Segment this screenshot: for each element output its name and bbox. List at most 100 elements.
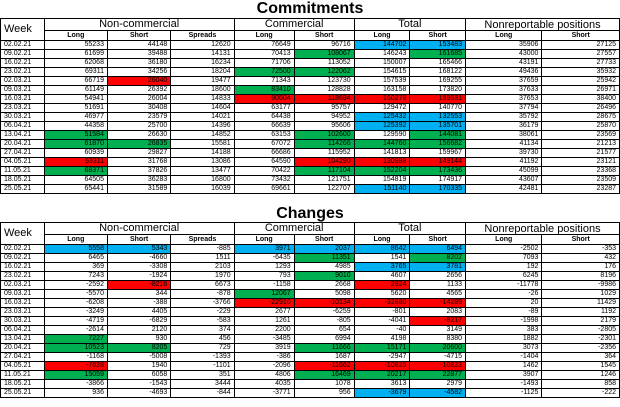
value-cell: -1998 bbox=[465, 316, 543, 326]
column-header: Short bbox=[293, 30, 355, 41]
value-cell: 83410 bbox=[233, 85, 295, 95]
value-cell: 174917 bbox=[409, 175, 467, 185]
value-cell: 35906 bbox=[465, 40, 543, 50]
value-cell: 7093 bbox=[465, 253, 543, 263]
value-cell: -1125 bbox=[465, 388, 543, 398]
value-cell: 2979 bbox=[409, 379, 467, 389]
table-row: 04.05.21 53311 31768 13086 64590 104290 130988… bbox=[0, 157, 620, 167]
value-cell: 38400 bbox=[541, 94, 620, 104]
value-cell: 60939 bbox=[43, 148, 108, 158]
value-cell: 26835 bbox=[106, 139, 172, 149]
value-cell: 16800 bbox=[170, 175, 235, 185]
table-row: 30.03.21 -4719 -6829 -583 1261 -805 -4041 -8217… bbox=[0, 316, 620, 326]
value-cell: -885 bbox=[170, 244, 235, 254]
group-header: Total bbox=[353, 222, 467, 235]
table-row: 18.05.21 64505 36283 16800 73432 121751 154819… bbox=[0, 175, 620, 185]
week-cell: 09.03.21 bbox=[0, 85, 45, 95]
value-cell: 14188 bbox=[170, 148, 235, 158]
value-cell: 66719 bbox=[43, 76, 108, 86]
value-cell: 3765 bbox=[353, 262, 411, 272]
value-cell: 135701 bbox=[409, 121, 467, 131]
value-cell: 6465 bbox=[43, 253, 108, 263]
value-cell: 2120 bbox=[106, 325, 172, 335]
week-cell: 30.03.21 bbox=[0, 316, 45, 326]
value-cell: 96716 bbox=[293, 40, 355, 50]
value-cell: 14604 bbox=[170, 103, 235, 113]
week-cell: 09.03.21 bbox=[0, 289, 45, 299]
value-cell: 150007 bbox=[353, 58, 411, 68]
column-header: Short bbox=[541, 234, 620, 245]
value-cell: 192 bbox=[465, 262, 543, 272]
value-cell: 12620 bbox=[170, 40, 235, 50]
value-cell: -22910 bbox=[233, 298, 295, 308]
table-row: 09.02.21 61699 39488 14131 70413 108067 146243… bbox=[0, 49, 620, 59]
value-cell: 66686 bbox=[233, 148, 295, 158]
week-cell: 02.03.21 bbox=[0, 280, 45, 290]
value-cell: 26971 bbox=[541, 85, 620, 95]
table-row: 23.03.21 -3249 4405 -229 2677 -6259 -801 2083 -8… bbox=[0, 307, 620, 317]
value-cell: -10134 bbox=[293, 298, 355, 308]
value-cell: 64505 bbox=[43, 175, 108, 185]
value-cell: 8202 bbox=[409, 253, 467, 263]
value-cell: 123730 bbox=[293, 76, 355, 86]
value-cell: 39730 bbox=[465, 148, 543, 158]
value-cell: 3613 bbox=[353, 379, 411, 389]
value-cell: 53311 bbox=[43, 157, 108, 167]
value-cell: -2356 bbox=[541, 343, 620, 353]
value-cell: 1882 bbox=[465, 334, 543, 344]
value-cell: 4198 bbox=[353, 334, 411, 344]
value-cell: 71706 bbox=[233, 58, 295, 68]
table-row: 02.02.21 55233 44148 12620 76649 96716 144702 1… bbox=[0, 40, 620, 50]
table-row: 09.02.21 6465 -4660 1511 -6435 11351 1541 8202 7… bbox=[0, 253, 620, 263]
value-cell: -583 bbox=[170, 316, 235, 326]
table-row: 25.05.21 936 -4693 -844 -3771 956 -3679 -4582 -1… bbox=[0, 388, 620, 398]
value-cell: 173436 bbox=[409, 166, 467, 176]
value-cell: 351 bbox=[170, 370, 235, 380]
value-cell: 43191 bbox=[465, 58, 543, 68]
value-cell: 63153 bbox=[233, 130, 295, 140]
value-cell: 63177 bbox=[233, 103, 295, 113]
value-cell: 3781 bbox=[409, 262, 467, 272]
value-cell: 64590 bbox=[233, 157, 295, 167]
value-cell: 125432 bbox=[353, 112, 411, 122]
week-cell: 18.05.21 bbox=[0, 379, 45, 389]
column-header: Spreads bbox=[170, 234, 235, 245]
value-cell: 956 bbox=[293, 388, 355, 398]
value-cell: 122062 bbox=[293, 67, 355, 77]
week-cell: 02.02.21 bbox=[0, 40, 45, 50]
value-cell: -4719 bbox=[43, 316, 108, 326]
value-cell: 68371 bbox=[43, 166, 108, 176]
value-cell: 38061 bbox=[465, 130, 543, 140]
value-cell: 118694 bbox=[293, 94, 355, 104]
value-cell: 15171 bbox=[353, 343, 411, 353]
value-cell: 6673 bbox=[170, 280, 235, 290]
week-cell: 13.04.21 bbox=[0, 130, 45, 140]
value-cell: 3073 bbox=[465, 343, 543, 353]
value-cell: 4607 bbox=[353, 271, 411, 281]
value-cell: 9010 bbox=[293, 271, 355, 281]
value-cell: 144760 bbox=[353, 139, 411, 149]
value-cell: 46977 bbox=[43, 112, 108, 122]
value-cell: -3485 bbox=[233, 334, 295, 344]
value-cell: 26630 bbox=[106, 130, 172, 140]
value-cell: 4565 bbox=[409, 289, 467, 299]
value-cell: 37653 bbox=[465, 94, 543, 104]
value-cell: -14289 bbox=[409, 298, 467, 308]
value-cell: 14833 bbox=[170, 94, 235, 104]
week-cell: 06.04.21 bbox=[0, 325, 45, 335]
value-cell: -11778 bbox=[465, 280, 543, 290]
column-header: Short bbox=[293, 234, 355, 245]
table-row: 30.03.21 46977 23579 14021 64438 94952 125432 1… bbox=[0, 112, 620, 122]
value-cell: 31589 bbox=[106, 184, 172, 194]
value-cell: 128828 bbox=[293, 85, 355, 95]
value-cell: -4715 bbox=[409, 352, 467, 362]
value-cell: 51691 bbox=[43, 103, 108, 113]
value-cell: 3907 bbox=[465, 370, 543, 380]
value-cell: -4693 bbox=[106, 388, 172, 398]
value-cell: -11662 bbox=[293, 361, 355, 371]
value-cell: 35792 bbox=[465, 112, 543, 122]
value-cell: -388 bbox=[106, 298, 172, 308]
column-header: Long bbox=[465, 234, 543, 245]
value-cell: 27733 bbox=[541, 58, 620, 68]
value-cell: 23287 bbox=[541, 184, 620, 194]
